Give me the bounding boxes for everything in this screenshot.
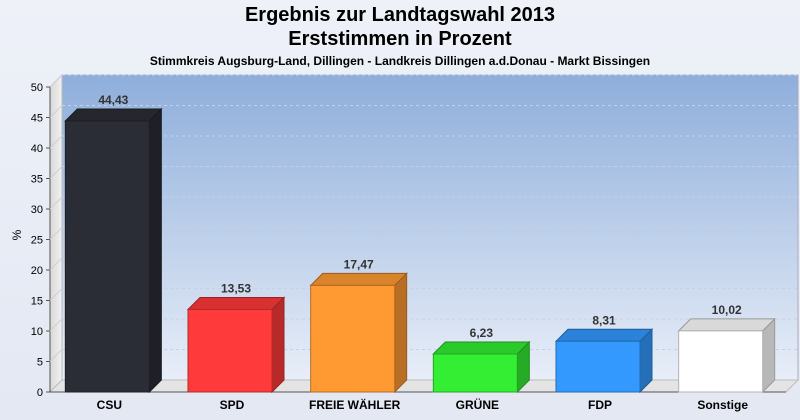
grid-line-wall: [49, 318, 63, 332]
x-tick-label: FREIE WÄHLER: [309, 397, 401, 412]
x-tick-label: CSU: [97, 398, 122, 412]
bar-value-label: 17,47: [344, 257, 374, 271]
bar-value-label: 8,31: [592, 313, 616, 327]
bar-top: [309, 272, 408, 286]
grid-line-wall: [49, 135, 63, 149]
bar: [555, 340, 641, 393]
bar-side: [148, 107, 162, 394]
y-tick-label: 50: [31, 82, 43, 94]
bar-top: [554, 328, 654, 342]
bar: [187, 308, 273, 393]
y-tick-label: 45: [31, 113, 43, 125]
bar-value-label: 44,43: [98, 93, 128, 107]
bar-side: [394, 272, 408, 394]
y-tick-label: 0: [37, 387, 43, 399]
bar-top: [64, 108, 163, 122]
grid-line-wall: [49, 227, 63, 240]
chart-title: Ergebnis zur Landtagswahl 2013: [244, 4, 556, 26]
bar-top: [186, 296, 286, 310]
bar-value-label: 10,02: [712, 303, 742, 317]
y-tick-label: 20: [31, 265, 43, 277]
grid-line-wall: [49, 166, 63, 179]
y-tick-label: 5: [37, 357, 43, 369]
bar: [64, 120, 150, 393]
grid-line-wall: [49, 288, 63, 301]
x-tick-label: SPD: [220, 398, 245, 412]
y-tick-label: 40: [31, 143, 43, 155]
y-tick-label: 15: [31, 296, 43, 308]
y-axis-label: %: [10, 229, 24, 240]
grid-line-wall: [49, 349, 63, 362]
y-tick-label: 35: [31, 174, 43, 186]
bar-side: [271, 296, 285, 394]
bar-value-label: 6,23: [470, 326, 494, 340]
bar-top: [432, 341, 531, 355]
y-tick-label: 30: [31, 204, 43, 216]
x-tick-label: FDP: [588, 398, 612, 412]
y-tick-label: 10: [31, 326, 43, 338]
chart-subtitle: Stimmkreis Augsburg-Land, Dillingen - La…: [149, 54, 651, 68]
y-tick-label: 25: [31, 235, 43, 247]
bar-value-label: 13,53: [221, 281, 251, 295]
x-tick-label: GRÜNE: [456, 397, 499, 412]
grid-line-wall: [49, 74, 63, 88]
bar-top: [677, 318, 776, 332]
grid-line-wall: [49, 105, 63, 118]
bar: [678, 330, 764, 393]
grid-line-wall: [49, 257, 63, 271]
x-tick-label: Sonstige: [697, 398, 748, 412]
chart-subtitle-line: Erststimmen in Prozent: [288, 28, 512, 50]
bar: [310, 284, 396, 393]
grid-line-wall: [49, 196, 63, 210]
bar-side: [762, 317, 776, 394]
bar: [432, 353, 518, 393]
